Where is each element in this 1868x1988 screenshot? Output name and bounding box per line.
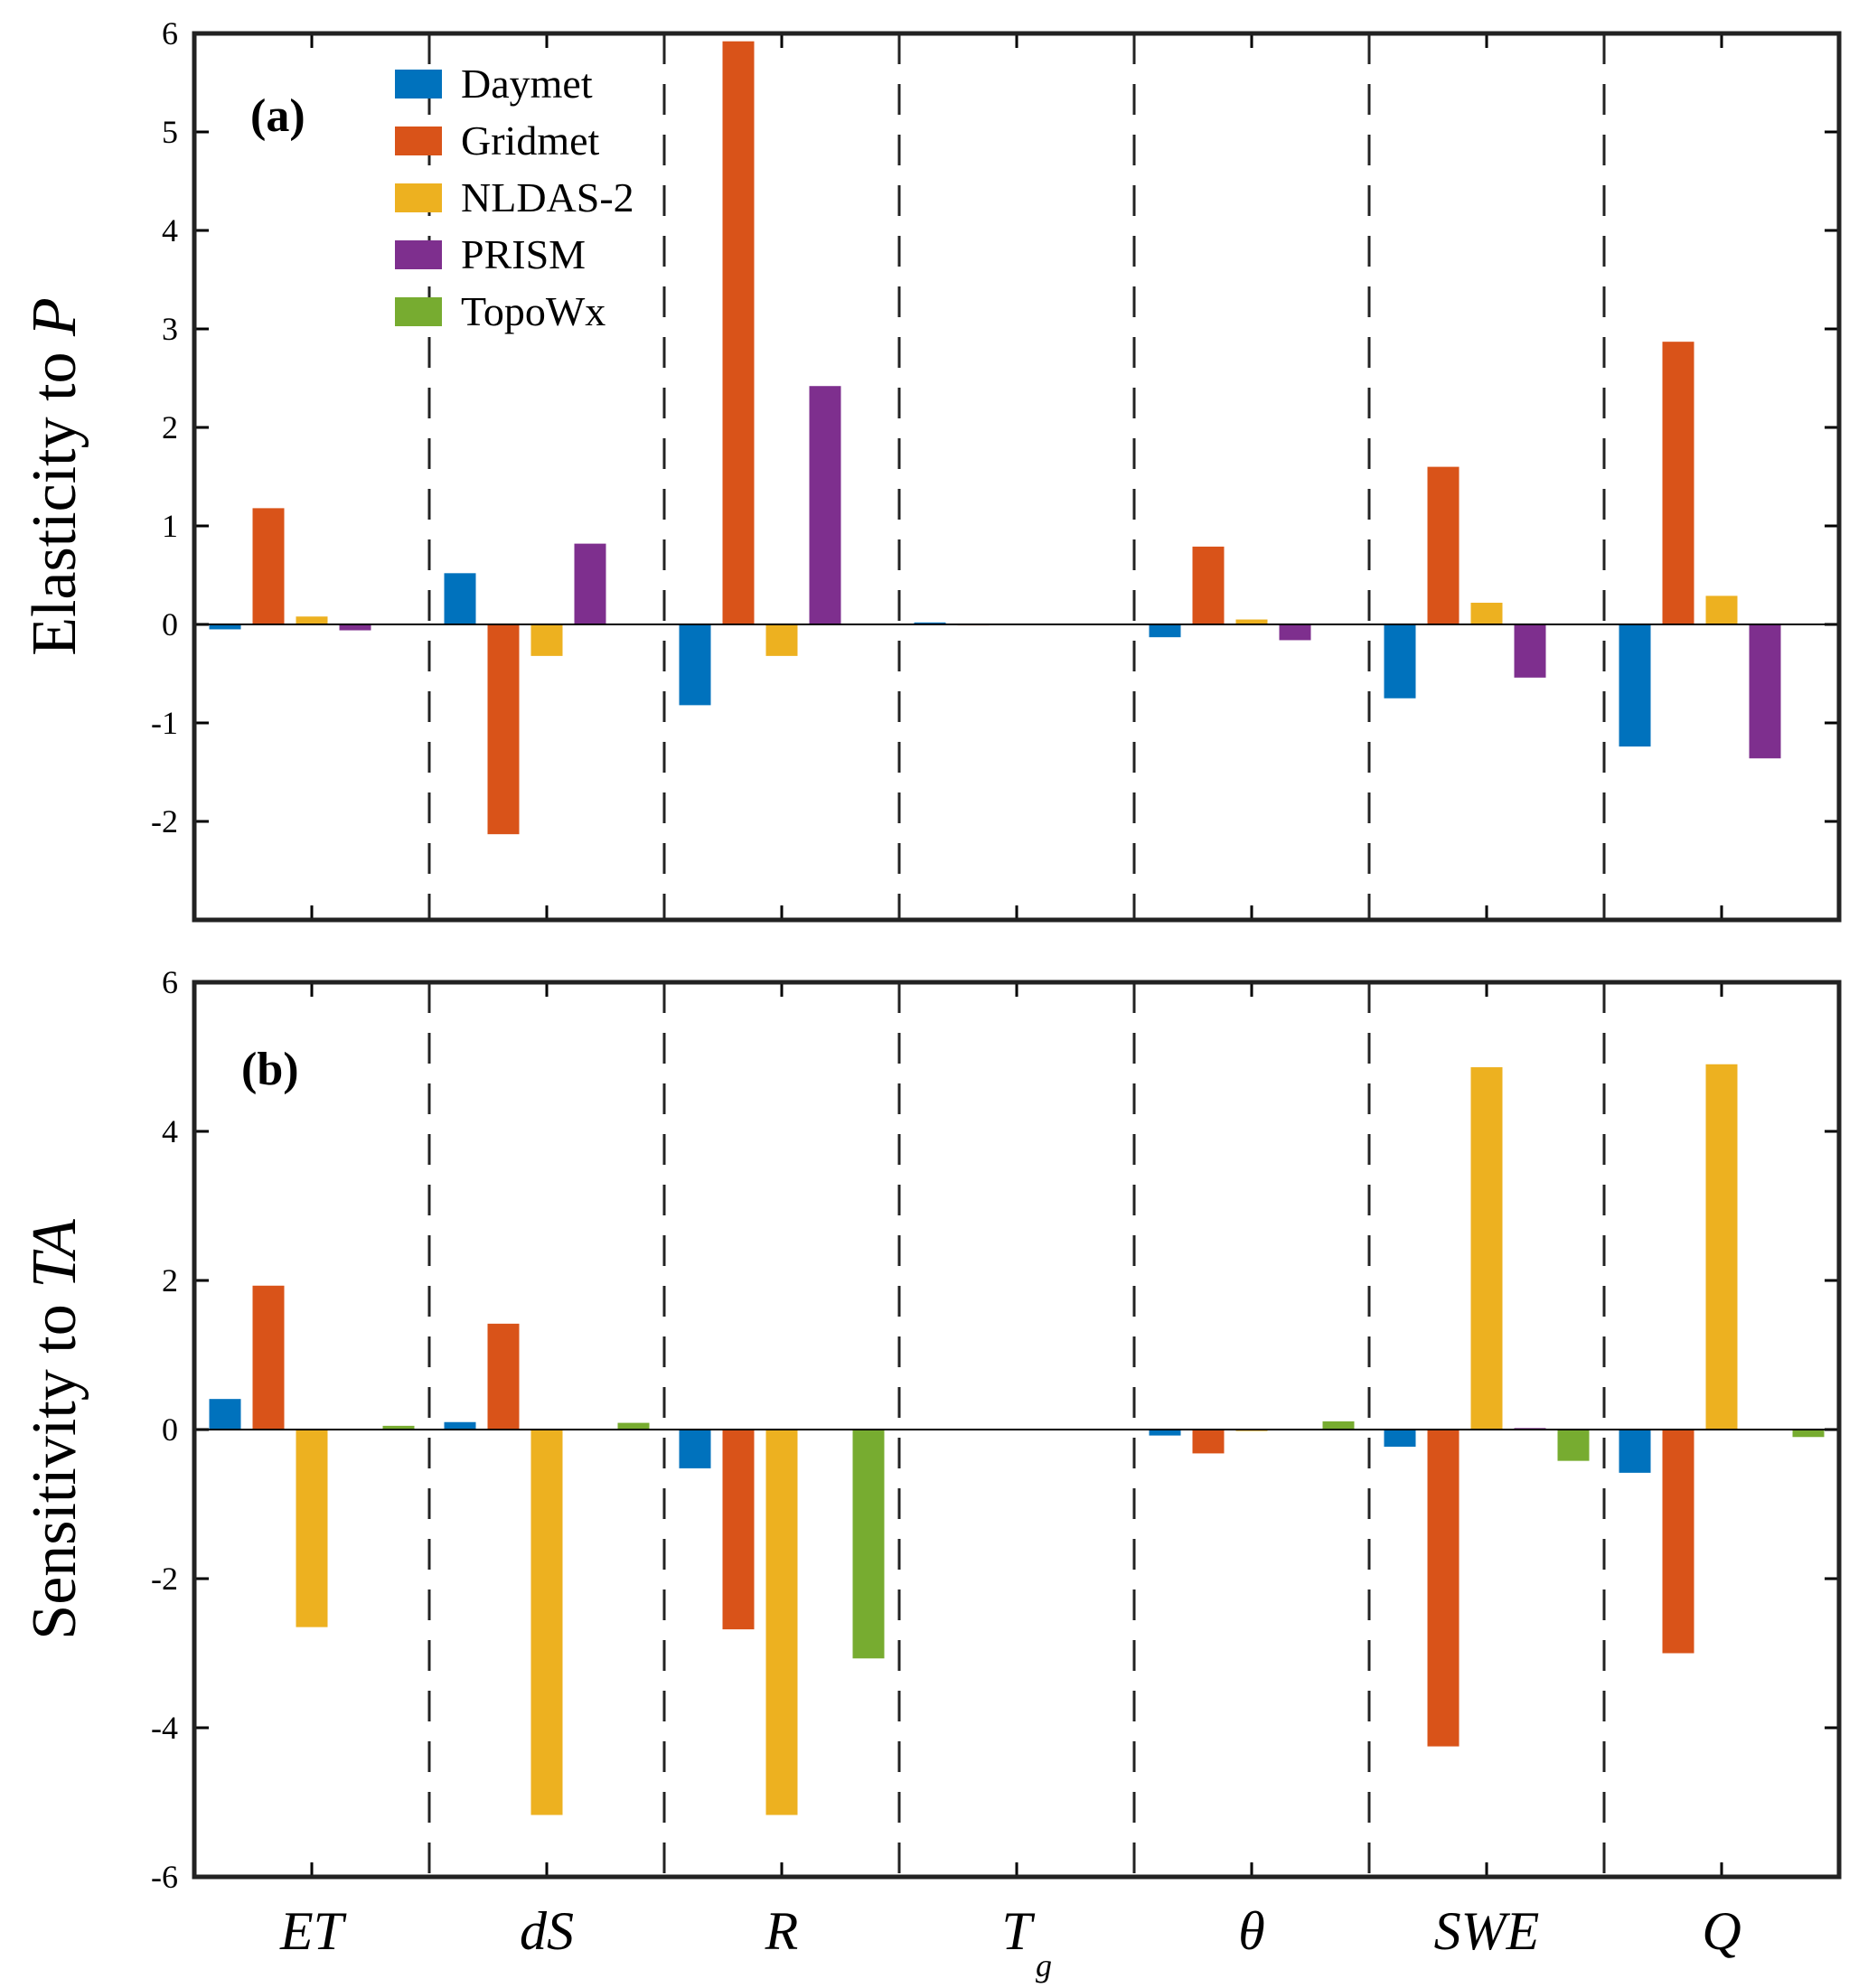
x-category-label: SWE — [1434, 1901, 1540, 1961]
x-category-label: R — [765, 1901, 799, 1961]
bar-topowx-7 — [1792, 1430, 1825, 1438]
bar-nldas-2-7 — [1705, 1064, 1738, 1430]
y-axis-label-variable: TA — [20, 1219, 89, 1289]
bar-gridmet-3 — [722, 1430, 755, 1630]
bar-gridmet-7 — [1662, 342, 1694, 624]
y-tick-label: 3 — [162, 311, 178, 347]
x-category-subscript: g — [1036, 1947, 1052, 1983]
y-axis-label-variable: P — [20, 297, 89, 337]
bar-daymet-5 — [1149, 1430, 1181, 1436]
y-axis-label: Elasticity to P — [20, 297, 89, 656]
y-tick-label: 4 — [162, 212, 178, 248]
axes-frame — [192, 31, 1842, 923]
axes-frame — [192, 980, 1842, 1880]
bar-nldas-2-1 — [296, 616, 328, 624]
y-tick-label: -2 — [151, 803, 178, 839]
y-axis-label-text: Elasticity to — [20, 336, 89, 656]
bar-gridmet-2 — [487, 624, 520, 835]
legend-label-nldas-2: NLDAS-2 — [461, 174, 634, 220]
bar-gridmet-6 — [1427, 466, 1460, 624]
bar-nldas-2-2 — [530, 1430, 563, 1815]
bar-gridmet-2 — [487, 1323, 520, 1430]
bar-daymet-4 — [914, 622, 946, 624]
legend-swatch-prism — [395, 240, 442, 269]
bar-gridmet-5 — [1192, 1430, 1225, 1454]
bar-prism-5 — [1279, 624, 1311, 641]
bar-gridmet-6 — [1427, 1430, 1460, 1747]
bar-topowx-6 — [1557, 1430, 1590, 1461]
bar-topowx-3 — [852, 1430, 885, 1659]
bar-topowx-1 — [382, 1425, 415, 1430]
y-tick-label: 0 — [162, 606, 178, 642]
bar-nldas-2-5 — [1235, 619, 1268, 624]
legend-swatch-topowx — [395, 297, 442, 326]
bar-prism-2 — [574, 543, 606, 624]
bar-gridmet-5 — [1192, 546, 1225, 624]
bar-nldas-2-6 — [1470, 1067, 1503, 1430]
y-tick-label: 2 — [162, 1262, 178, 1299]
legend-label-daymet: Daymet — [461, 61, 593, 107]
bar-nldas-2-3 — [765, 1430, 798, 1815]
panel-a: 6 5 4 3 2 1 0 -1 -2 Elasticity to P (a) Daymet Gridm… — [20, 15, 1842, 923]
y-tick-label: 6 — [162, 15, 178, 52]
bar-topowx-2 — [617, 1422, 650, 1430]
y-axis-label: Sensitivity to TA — [20, 1219, 89, 1640]
bar-prism-3 — [809, 386, 841, 624]
legend: Daymet Gridmet NLDAS-2 PRISM TopoWx — [395, 61, 634, 334]
x-category-label: ET — [279, 1901, 347, 1961]
bar-gridmet-3 — [722, 41, 755, 625]
bar-prism-6 — [1514, 624, 1546, 678]
bar-daymet-1 — [209, 624, 241, 630]
bar-daymet-2 — [444, 1421, 476, 1430]
y-tick-label: 5 — [162, 114, 178, 150]
panel-label: (b) — [241, 1044, 299, 1095]
y-tick-label: -4 — [151, 1710, 178, 1746]
bar-prism-7 — [1749, 624, 1781, 759]
y-tick-label: 2 — [162, 409, 178, 445]
legend-swatch-gridmet — [395, 127, 442, 155]
legend-swatch-nldas-2 — [395, 183, 442, 212]
bar-prism-1 — [339, 624, 371, 631]
bar-nldas-2-3 — [765, 624, 798, 656]
y-tick-label: 0 — [162, 1411, 178, 1448]
legend-label-topowx: TopoWx — [461, 288, 605, 334]
bar-gridmet-1 — [252, 1285, 285, 1430]
bar-daymet-2 — [444, 573, 476, 624]
bar-daymet-6 — [1384, 1430, 1416, 1447]
legend-label-prism: PRISM — [461, 231, 586, 277]
bar-nldas-2-2 — [530, 624, 563, 656]
y-tick-label: -6 — [151, 1859, 178, 1895]
y-tick-label: 1 — [162, 508, 178, 544]
legend-label-gridmet: Gridmet — [461, 117, 600, 164]
panel-b: 6 4 2 0 -2 -4 -6 Sensitivity to TA (b) — [20, 964, 1842, 1895]
bar-gridmet-7 — [1662, 1430, 1694, 1654]
x-category-label: θ — [1238, 1901, 1264, 1961]
x-category-label: dS — [520, 1901, 574, 1961]
bar-nldas-2-7 — [1705, 595, 1738, 624]
y-tick-label: 6 — [162, 964, 178, 1000]
panel-label: (a) — [250, 90, 305, 142]
y-tick-label: -1 — [151, 705, 178, 741]
x-category-label: T — [1001, 1901, 1035, 1961]
bar-nldas-2-1 — [296, 1430, 328, 1627]
y-axis-label-text: Sensitivity to — [20, 1289, 89, 1640]
y-tick-label: -2 — [151, 1561, 178, 1597]
legend-swatch-daymet — [395, 70, 442, 98]
bar-daymet-5 — [1149, 624, 1181, 638]
bar-daymet-7 — [1619, 624, 1651, 747]
bar-gridmet-1 — [252, 508, 285, 624]
x-category-label: Q — [1702, 1901, 1741, 1961]
bar-nldas-2-6 — [1470, 603, 1503, 624]
bar-topowx-5 — [1322, 1421, 1355, 1430]
bar-daymet-3 — [679, 1430, 711, 1468]
y-tick-label: 4 — [162, 1113, 178, 1149]
bar-daymet-3 — [679, 624, 711, 706]
bar-daymet-1 — [209, 1399, 241, 1430]
bar-daymet-7 — [1619, 1430, 1651, 1473]
bar-daymet-6 — [1384, 624, 1416, 699]
